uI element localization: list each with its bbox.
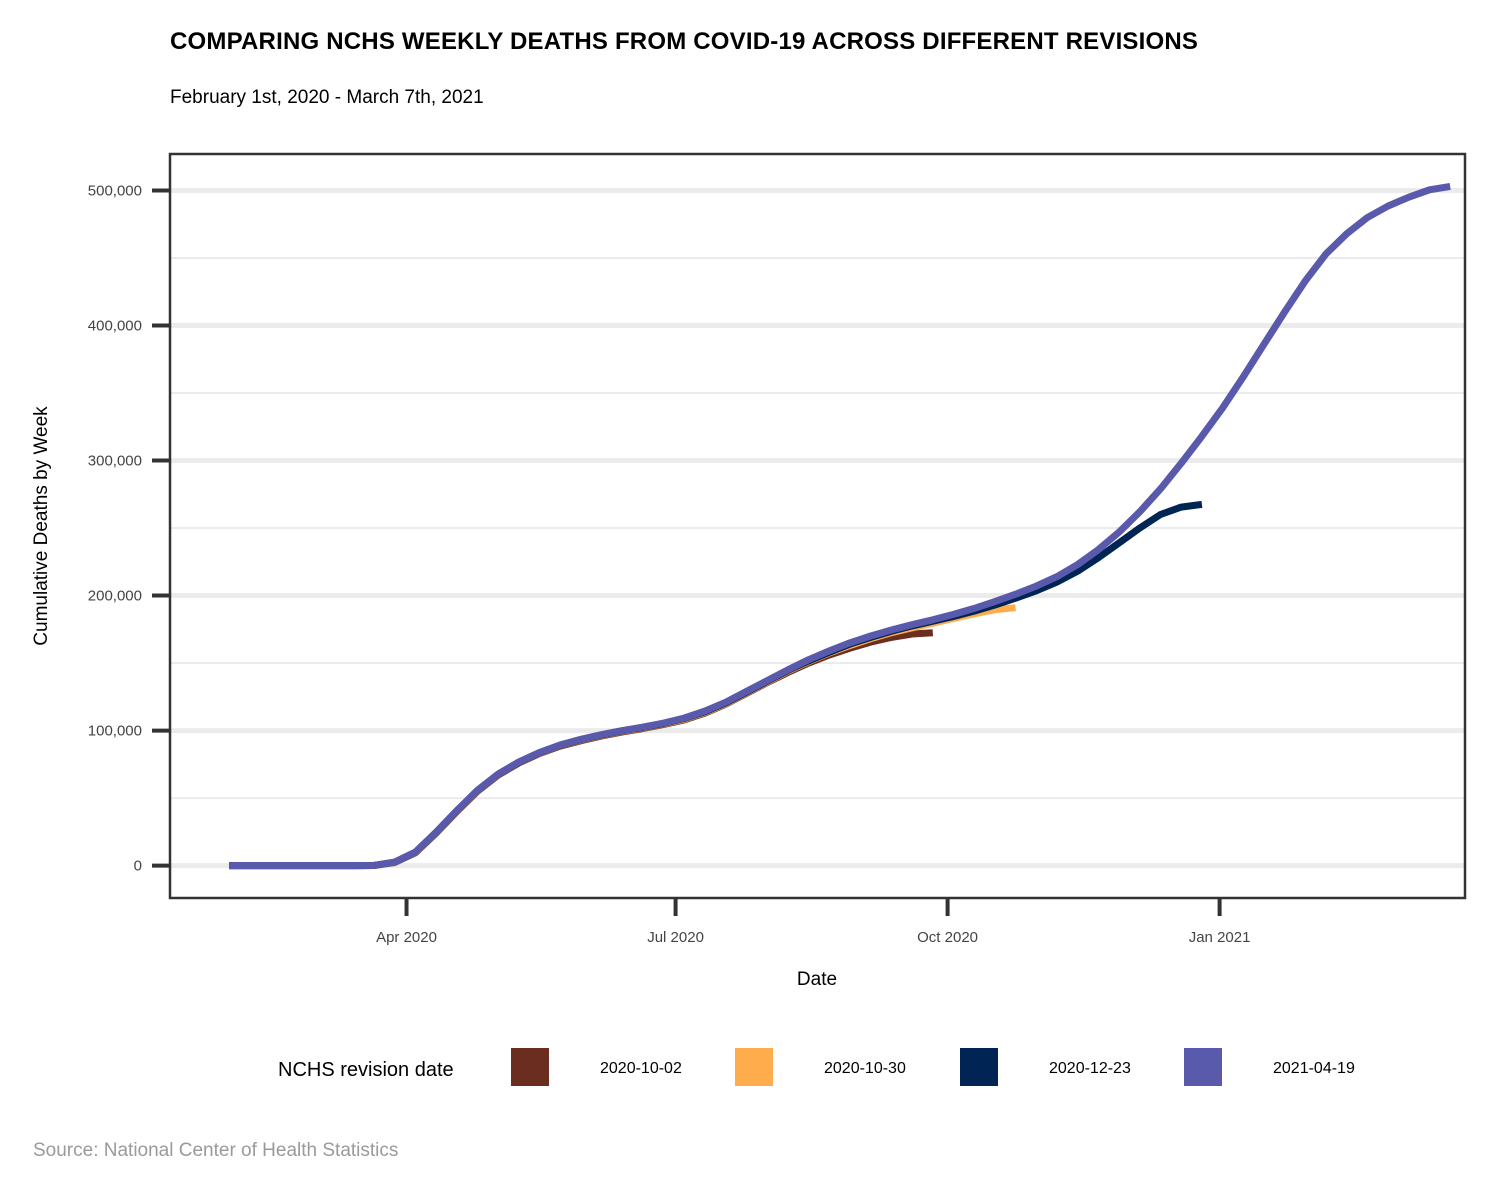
series-line-2020-10-30	[229, 604, 1016, 870]
y-tick-label: 400,000	[88, 317, 142, 334]
legend-title: NCHS revision date	[278, 1059, 454, 1081]
legend-label: 2020-10-30	[824, 1060, 906, 1077]
grid-layer	[170, 187, 1465, 869]
plot-frame	[168, 152, 1467, 900]
chart-title: COMPARING NCHS WEEKLY DEATHS FROM COVID-…	[170, 28, 1199, 55]
series-line-2020-12-23	[229, 500, 1203, 870]
series-line-2020-10-02	[229, 629, 934, 870]
y-tick-label: 500,000	[88, 182, 142, 199]
axis-layer: 0 100,000 200,000 300,000 400,000 500,000 Apr …	[88, 182, 1251, 946]
legend-key-2020-10-30	[735, 1048, 773, 1086]
series-line-2021-04-19	[229, 182, 1451, 870]
series-layer	[229, 182, 1451, 870]
y-axis-title: Cumulative Deaths by Week	[31, 406, 52, 646]
y-tick-label: 100,000	[88, 723, 142, 740]
legend-key-2020-10-02	[511, 1048, 549, 1086]
legend-label: 2021-04-19	[1273, 1060, 1355, 1077]
y-tick-label: 200,000	[88, 588, 142, 605]
legend-key-2020-12-23	[960, 1048, 998, 1086]
y-tick-label: 0	[134, 858, 142, 875]
x-tick-label: Jul 2020	[647, 929, 704, 946]
legend-key-2021-04-19	[1184, 1048, 1222, 1086]
x-tick-label: Apr 2020	[376, 929, 437, 946]
legend: NCHS revision date 2020-10-02 2020-10-30 2…	[278, 1048, 1355, 1086]
x-axis-title: Date	[797, 969, 837, 990]
legend-label: 2020-10-02	[600, 1060, 682, 1077]
x-tick-label: Oct 2020	[917, 929, 978, 946]
legend-label: 2020-12-23	[1049, 1060, 1131, 1077]
x-tick-label: Jan 2021	[1189, 929, 1251, 946]
source-caption: Source: National Center of Health Statis…	[33, 1140, 399, 1161]
y-tick-label: 300,000	[88, 453, 142, 470]
chart-subtitle: February 1st, 2020 - March 7th, 2021	[170, 87, 484, 108]
